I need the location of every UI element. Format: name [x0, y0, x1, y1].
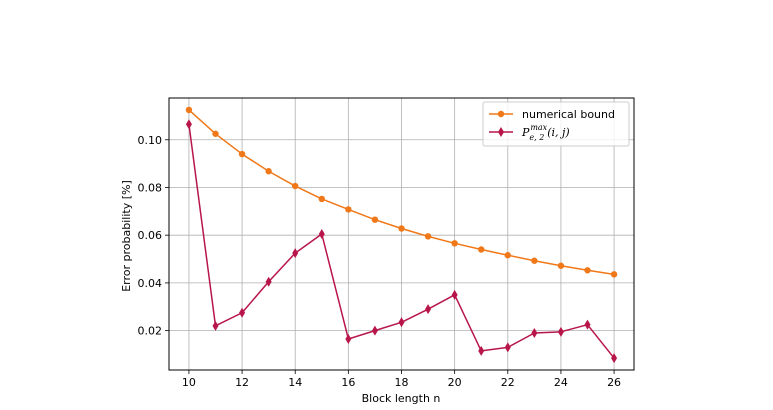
series-markers: [185, 106, 618, 364]
legend-marker-numerical-bound: [497, 110, 505, 118]
x-tick-label: 26: [607, 376, 621, 389]
x-axis-label: Block length n: [362, 392, 441, 405]
data-point-circle: [531, 257, 538, 264]
legend-label-p-max: Pe, 2max(i, j): [521, 123, 570, 142]
data-point-diamond: [185, 119, 192, 130]
data-point-circle: [398, 225, 405, 232]
data-point-diamond: [531, 328, 538, 339]
data-point-circle: [451, 240, 458, 247]
data-point-diamond: [239, 307, 246, 318]
data-point-diamond: [451, 289, 458, 300]
data-point-diamond: [611, 353, 618, 364]
data-point-circle: [345, 206, 352, 213]
y-tick-label: 0.04: [138, 277, 163, 290]
data-point-circle: [318, 195, 325, 203]
x-axis-ticks: 10 12 14 16 18 20 22 24 26: [182, 370, 621, 389]
y-tick-label: 0.10: [138, 134, 163, 147]
data-point-diamond: [292, 248, 299, 259]
x-tick-label: 16: [341, 376, 355, 389]
data-point-diamond: [557, 326, 564, 337]
data-point-circle: [185, 106, 193, 114]
data-point-diamond: [212, 320, 219, 331]
legend-box: [482, 101, 630, 147]
y-tick-label: 0.06: [138, 229, 163, 242]
data-point-circle: [212, 130, 219, 137]
data-point-diamond: [371, 325, 378, 336]
data-point-circle: [610, 271, 618, 278]
x-tick-label: 20: [448, 376, 462, 389]
y-tick-label: 0.08: [138, 181, 163, 194]
data-point-diamond: [318, 229, 325, 239]
data-point-diamond: [504, 342, 511, 353]
legend-marker-p-max: [498, 127, 504, 137]
y-axis-label: Error probability [%]: [120, 180, 133, 292]
legend-label-numerical-bound: numerical bound: [522, 108, 615, 121]
data-point-circle: [238, 150, 246, 158]
data-point-circle: [424, 233, 432, 240]
y-axis-ticks: 0.02 0.04 0.06 0.08 0.10: [138, 134, 169, 338]
x-tick-label: 10: [182, 376, 196, 389]
data-point-circle: [478, 246, 485, 253]
data-point-circle: [557, 262, 565, 269]
data-point-circle: [265, 168, 272, 175]
data-point-diamond: [265, 276, 272, 287]
data-point-diamond: [398, 317, 405, 328]
data-point-circle: [504, 252, 511, 259]
data-point-diamond: [584, 319, 591, 330]
x-tick-label: 18: [395, 376, 409, 389]
x-tick-label: 12: [235, 376, 249, 389]
data-point-circle: [584, 267, 591, 274]
x-tick-label: 22: [501, 376, 515, 389]
data-point-diamond: [425, 304, 432, 315]
x-tick-label: 14: [288, 376, 302, 389]
legend: numerical bound Pe, 2max(i, j): [482, 101, 630, 147]
data-point-diamond: [345, 333, 352, 344]
data-point-diamond: [478, 345, 485, 356]
data-point-circle: [371, 216, 379, 223]
data-point-circle: [292, 182, 299, 190]
x-tick-label: 24: [554, 376, 568, 389]
y-tick-label: 0.02: [138, 325, 163, 338]
